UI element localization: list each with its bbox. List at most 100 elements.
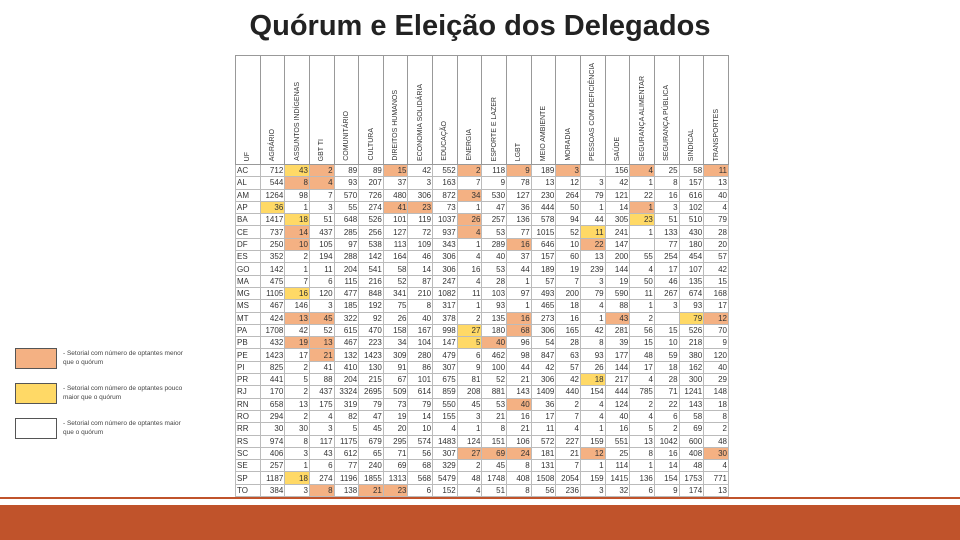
column-header-text: SEGURANÇA ALIMENTAR: [638, 75, 646, 161]
value-cell: 120: [308, 286, 335, 301]
value-cell: 106: [506, 434, 532, 448]
legend-label: - Setorial com número de optantes menor …: [63, 350, 183, 366]
value-cell: 25: [604, 446, 631, 461]
table-row: RO 294 2 4 82 47 19 14 155 3 21 16 17 7 4 40 4 6 58 8: [235, 409, 729, 424]
value-cell: 11: [308, 262, 335, 276]
uf-cell: GO: [235, 262, 261, 276]
value-cell: 11: [629, 286, 655, 301]
value-cell: 646: [530, 237, 557, 252]
value-cell: 170: [259, 385, 286, 399]
value-cell: 28: [703, 225, 729, 239]
value-cell: 16: [506, 311, 532, 325]
table-row: TO 384 3 8 138 21 23 6 152 4 51 8 56 236 3 32 6 9 174 13: [235, 483, 729, 498]
value-cell: 158: [382, 323, 409, 338]
value-cell: 21: [308, 348, 335, 362]
value-cell: 11: [579, 225, 606, 239]
value-cell: 5: [333, 422, 360, 436]
value-cell: 6: [308, 459, 335, 473]
value-cell: 57: [555, 360, 581, 375]
uf-cell: MG: [235, 286, 261, 301]
value-cell: 247: [432, 274, 458, 288]
column-header-text: TRANSPORTES: [712, 108, 720, 161]
value-cell: 52: [308, 323, 335, 338]
value-cell: 848: [358, 286, 384, 301]
value-cell: 254: [653, 250, 680, 264]
uf-cell: SE: [235, 459, 261, 473]
value-cell: 14: [284, 225, 310, 239]
value-cell: 109: [407, 237, 434, 252]
value-cell: 19: [284, 336, 310, 350]
value-cell: 470: [358, 323, 384, 338]
value-cell: 30: [259, 422, 286, 436]
value-cell: 4: [579, 409, 606, 424]
value-cell: 77: [333, 459, 360, 473]
value-cell: 289: [481, 237, 508, 252]
value-cell: 616: [678, 188, 705, 202]
column-header-text: CULTURA: [367, 128, 375, 161]
value-cell: 264: [555, 188, 581, 202]
value-cell: 240: [358, 459, 384, 473]
uf-cell: RN: [235, 397, 261, 411]
value-cell: 8: [308, 483, 335, 498]
value-cell: 59: [653, 348, 680, 362]
table-body: AC 712 43 2 89 89 15 42 552 2 118 9 189 3 156 4 25 58 11 AL…: [235, 163, 729, 498]
value-cell: 7: [555, 459, 581, 473]
value-cell: 4: [456, 250, 483, 264]
value-cell: 306: [432, 262, 458, 276]
value-cell: 44: [506, 262, 532, 276]
value-cell: 572: [530, 434, 557, 448]
value-cell: 538: [358, 237, 384, 252]
value-cell: 88: [308, 373, 335, 387]
value-cell: 4: [456, 274, 483, 288]
column-header: ASSUNTOS INDÍGENAS: [284, 55, 310, 165]
value-cell: 135: [481, 311, 508, 325]
value-cell: 15: [629, 336, 655, 350]
value-cell: 615: [333, 323, 360, 338]
value-cell: 118: [481, 163, 508, 178]
column-header-text: AGRÁRIO: [268, 128, 276, 161]
value-cell: 274: [358, 200, 384, 215]
value-cell: 185: [333, 299, 360, 313]
value-cell: 23: [629, 213, 655, 227]
value-cell: 5: [456, 336, 483, 350]
value-cell: 40: [481, 336, 508, 350]
value-cell: 151: [481, 434, 508, 448]
value-cell: 181: [530, 446, 557, 461]
value-cell: 136: [506, 213, 532, 227]
value-cell: 2: [284, 385, 310, 399]
value-cell: 130: [358, 360, 384, 375]
value-cell: 79: [407, 397, 434, 411]
value-cell: 55: [333, 200, 360, 215]
value-cell: 17: [653, 262, 680, 276]
value-cell: 6: [456, 348, 483, 362]
value-cell: 81: [456, 373, 483, 387]
value-cell: 454: [678, 250, 705, 264]
value-cell: 267: [653, 286, 680, 301]
value-cell: 462: [481, 348, 508, 362]
value-cell: 91: [382, 360, 409, 375]
value-cell: 281: [604, 323, 631, 338]
value-cell: 273: [530, 311, 557, 325]
value-cell: 36: [506, 200, 532, 215]
value-cell: 408: [678, 446, 705, 461]
value-cell: 570: [333, 188, 360, 202]
table-row: ES 352 2 194 288 142 164 46 306 4 40 37 157 60 13 200 55…: [235, 250, 729, 264]
uf-cell: SC: [235, 446, 261, 461]
value-cell: 1037: [432, 213, 458, 227]
value-cell: 5: [629, 422, 655, 436]
value-cell: 479: [432, 348, 458, 362]
value-cell: 424: [259, 311, 286, 325]
value-cell: 11: [703, 163, 729, 178]
value-cell: 274: [308, 471, 335, 485]
value-cell: 3: [407, 176, 434, 190]
uf-cell: MS: [235, 299, 261, 313]
value-cell: 648: [333, 213, 360, 227]
value-cell: 37: [506, 250, 532, 264]
value-cell: 430: [678, 225, 705, 239]
value-cell: 12: [579, 446, 606, 461]
column-header: ESPORTE E LAZER: [481, 55, 508, 165]
value-cell: 97: [333, 237, 360, 252]
value-cell: 8: [284, 434, 310, 448]
value-cell: 21: [358, 483, 384, 498]
value-cell: 1: [579, 311, 606, 325]
